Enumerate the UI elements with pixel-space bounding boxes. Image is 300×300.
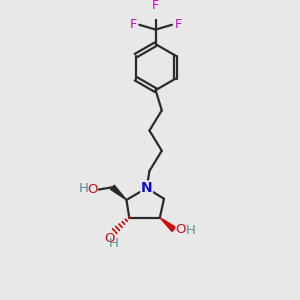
Text: O: O (104, 232, 115, 244)
Text: O: O (87, 183, 98, 196)
Text: H: H (78, 182, 88, 196)
Text: F: F (152, 0, 159, 12)
Polygon shape (160, 218, 176, 232)
Text: H: H (108, 237, 118, 250)
Text: F: F (130, 18, 137, 31)
Text: H: H (186, 224, 196, 237)
Text: N: N (141, 181, 152, 195)
Text: F: F (174, 18, 182, 31)
Text: O: O (176, 223, 186, 236)
Polygon shape (110, 185, 126, 200)
